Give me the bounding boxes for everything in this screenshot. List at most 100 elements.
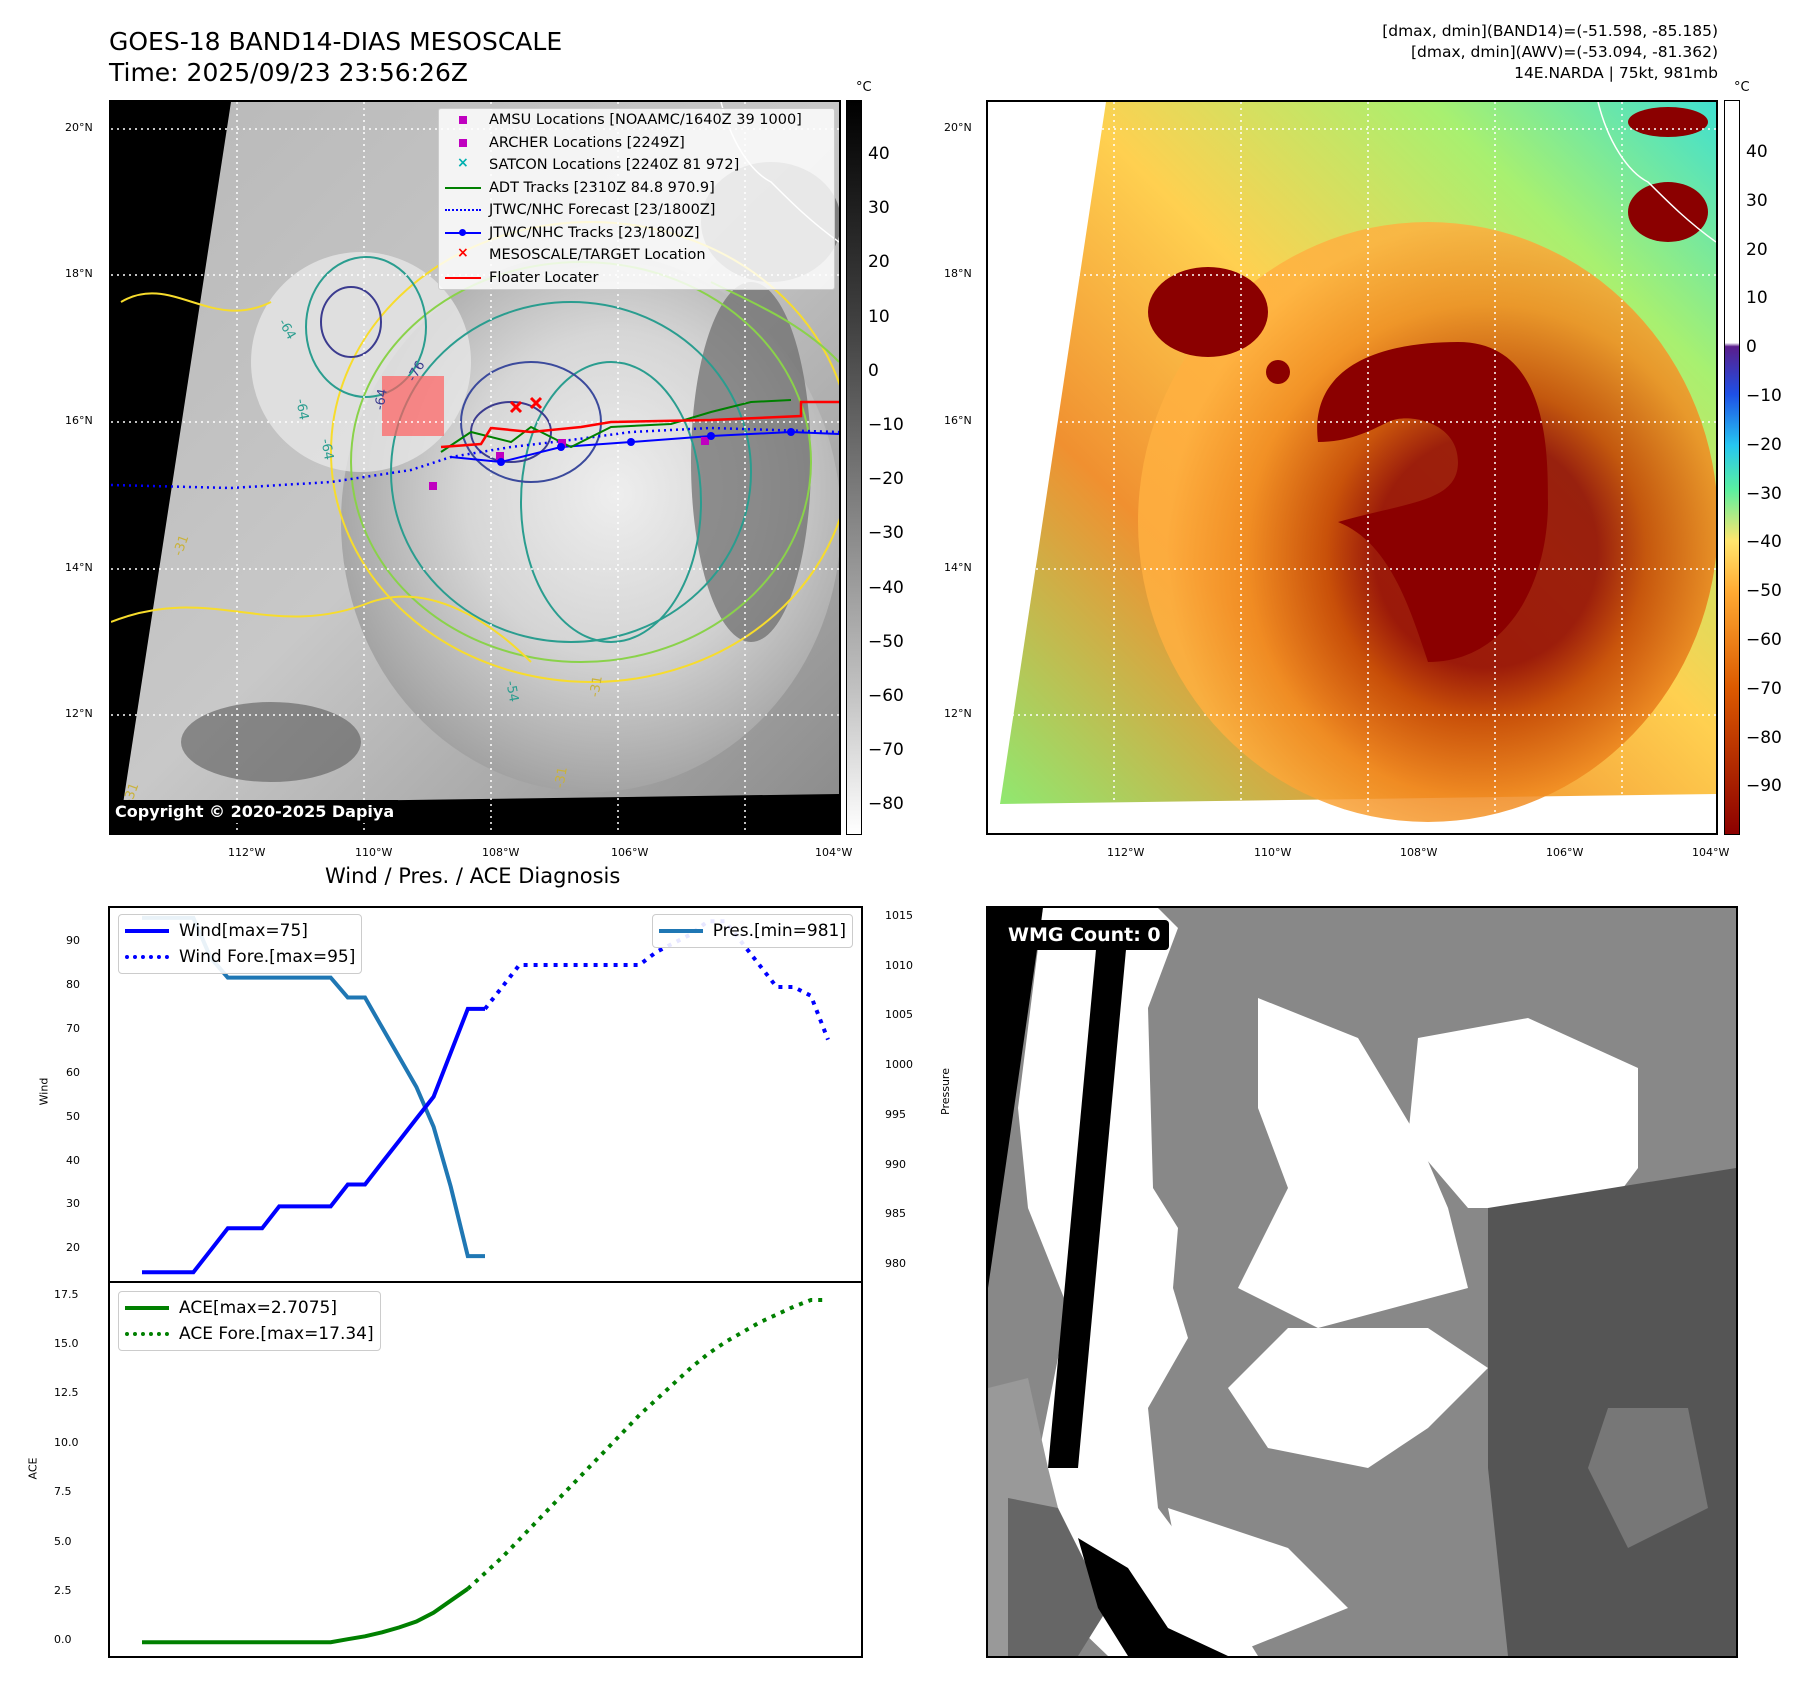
- wind-tick-label: 40: [66, 1153, 80, 1167]
- colorbar-tick-label: 10: [1746, 288, 1768, 309]
- legend-label: ACE[max=2.7075]: [179, 1298, 337, 1318]
- legend-label: ADT Tracks [2310Z 84.8 970.9]: [489, 179, 715, 196]
- lon-label: 104°W: [1692, 846, 1730, 859]
- colorbar-tick-label: −40: [868, 577, 904, 598]
- legend-label: SATCON Locations [2240Z 81 972]: [489, 157, 740, 174]
- colorbar-tick-label: −50: [1746, 581, 1782, 602]
- legend-label: Floater Locater: [489, 269, 599, 286]
- chart-title-line2: Time: 2025/09/23 23:56:26Z: [109, 58, 468, 87]
- wind-tick-label: 70: [66, 1021, 80, 1035]
- legend-label: ACE Fore.[max=17.34]: [179, 1324, 374, 1344]
- dotted-line-icon: [443, 203, 483, 217]
- ace-tick-label: 12.5: [54, 1386, 79, 1400]
- ace-tick-label: 15.0: [54, 1337, 79, 1351]
- colorbar-tick-label: −10: [868, 415, 904, 435]
- ace-svg: [142, 1298, 828, 1645]
- wind-tick-label: 90: [66, 934, 80, 948]
- legend-item: ADT Tracks [2310Z 84.8 970.9]: [439, 177, 834, 200]
- ace-tick-label: 17.5: [54, 1287, 79, 1301]
- legend-label: Wind[max=75]: [179, 921, 308, 941]
- colorbar-tick-label: 40: [1746, 142, 1768, 162]
- pressure-tick-label: 990: [885, 1157, 906, 1171]
- info-line-band14: [dmax, dmin](BAND14)=(-51.598, -85.185): [1382, 22, 1718, 40]
- colorbar-tick-label: 0: [868, 360, 879, 381]
- ace-axis-label: ACE: [26, 1457, 40, 1480]
- colorbar-tick-label: 20: [1746, 239, 1768, 260]
- legend-item: × SATCON Locations [2240Z 81 972]: [439, 154, 834, 177]
- lat-label: 14°N: [944, 561, 972, 574]
- lat-label: 16°N: [944, 414, 972, 427]
- lat-label: 20°N: [944, 121, 972, 134]
- wmg-panel: WMG Count: 0: [986, 906, 1738, 1658]
- wind-tick-label: 80: [66, 977, 80, 991]
- line-dot-icon: [443, 226, 483, 240]
- colorbar-tick-label: −70: [1746, 678, 1782, 699]
- colorbar-tick-label: −40: [1746, 532, 1782, 553]
- wind-tick-label: 30: [66, 1197, 80, 1211]
- ir-grayscale-map-panel: -64 -76 -64 -64 -64 -54 -31 -31 -31 -31 …: [109, 100, 841, 835]
- wind-tick-label: 50: [66, 1109, 80, 1123]
- legend-item: × MESOSCALE/TARGET Location: [439, 244, 834, 267]
- legend-label: AMSU Locations [NOAAMC/1640Z 39 1000]: [489, 112, 802, 129]
- colorbar-tick-label: −70: [868, 740, 904, 761]
- wind-tick-label: 20: [66, 1241, 80, 1255]
- ace-tick-label: 2.5: [54, 1583, 72, 1597]
- legend-item: ACE[max=2.7075]: [125, 1295, 374, 1321]
- legend-item: ARCHER Locations [2249Z]: [439, 132, 834, 155]
- lon-label: 112°W: [228, 846, 266, 859]
- lon-label: 110°W: [355, 846, 393, 859]
- legend-label: Wind Fore.[max=95]: [179, 947, 356, 967]
- dotted-line-icon: [125, 1332, 169, 1336]
- square-marker-icon: [443, 113, 483, 127]
- pressure-tick-label: 1010: [885, 958, 913, 972]
- legend-item: ACE Fore.[max=17.34]: [125, 1321, 374, 1347]
- legend-label: Pres.[min=981]: [712, 921, 846, 941]
- colorbar-tick-label: −20: [1746, 434, 1782, 455]
- ace-plot: ACE[max=2.7075] ACE Fore.[max=17.34]: [108, 1281, 863, 1658]
- line-icon: [125, 929, 169, 933]
- colorbar-tick-label: −90: [1746, 776, 1782, 797]
- colorbar-tick-label: −20: [868, 469, 904, 490]
- lon-label: 108°W: [482, 846, 520, 859]
- diagnosis-title: Wind / Pres. / ACE Diagnosis: [325, 864, 621, 888]
- pressure-legend: Pres.[min=981]: [651, 914, 853, 948]
- wmg-mask: [988, 908, 1736, 1656]
- legend-item: AMSU Locations [NOAAMC/1640Z 39 1000]: [439, 109, 834, 132]
- colorbar-tick-label: 30: [868, 198, 890, 219]
- legend-item: Wind Fore.[max=95]: [125, 944, 355, 970]
- lon-label: 108°W: [1400, 846, 1438, 859]
- ace-tick-label: 0.0: [54, 1633, 72, 1647]
- grayscale-colorbar: [846, 100, 862, 835]
- legend-item: JTWC/NHC Forecast [23/1800Z]: [439, 199, 834, 222]
- ir-color-map-panel: [986, 100, 1718, 835]
- chart-title-line1: GOES-18 BAND14-DIAS MESOSCALE: [109, 27, 563, 56]
- colorbar-tick-label: 0: [1746, 337, 1757, 358]
- pressure-axis-label: Pressure: [938, 1068, 952, 1115]
- lat-label: 12°N: [944, 707, 972, 720]
- info-line-storm: 14E.NARDA | 75kt, 981mb: [1514, 64, 1718, 82]
- x-marker-icon: ×: [457, 155, 469, 172]
- ace-forecast-series-line: [466, 1298, 828, 1591]
- wind-series-line: [142, 1006, 485, 1275]
- legend-item: JTWC/NHC Tracks [23/1800Z]: [439, 222, 834, 245]
- lat-label: 20°N: [65, 121, 93, 134]
- wmg-count-badge: WMG Count: 0: [1000, 920, 1169, 950]
- legend-label: MESOSCALE/TARGET Location: [489, 247, 706, 264]
- x-marker-icon: ×: [457, 245, 469, 262]
- map-legend: AMSU Locations [NOAAMC/1640Z 39 1000] AR…: [438, 108, 835, 290]
- legend-label: ARCHER Locations [2249Z]: [489, 134, 685, 151]
- pressure-tick-label: 980: [885, 1257, 906, 1271]
- ir-color-map: [988, 102, 1716, 833]
- legend-label: JTWC/NHC Tracks [23/1800Z]: [489, 224, 700, 241]
- lon-label: 112°W: [1107, 846, 1145, 859]
- ace-legend: ACE[max=2.7075] ACE Fore.[max=17.34]: [118, 1291, 381, 1351]
- info-line-awv: [dmax, dmin](AWV)=(-53.094, -81.362): [1411, 43, 1718, 61]
- pressure-tick-label: 1015: [885, 908, 913, 922]
- copyright-badge: Copyright © 2020-2025 Dapiya: [111, 800, 399, 823]
- lat-label: 12°N: [65, 707, 93, 720]
- colorbar-tick-label: −30: [868, 523, 904, 544]
- colorbar-tick-label: 10: [868, 306, 890, 327]
- colorbar-unit: °C: [856, 80, 872, 95]
- lat-label: 14°N: [65, 561, 93, 574]
- lat-label: 16°N: [65, 414, 93, 427]
